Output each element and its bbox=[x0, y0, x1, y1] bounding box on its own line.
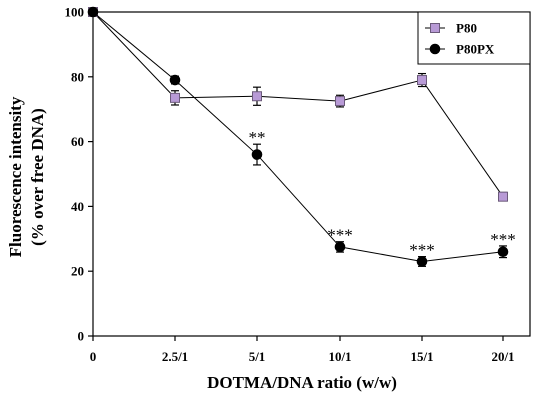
y-axis: 0 20 40 60 80 100 bbox=[65, 5, 93, 344]
legend-label-p80px: P80PX bbox=[456, 42, 495, 57]
y-axis-title-line-2: (% over free DNA) bbox=[28, 108, 47, 246]
legend: P80 P80PX bbox=[417, 11, 531, 65]
x-tick-label: 15/1 bbox=[410, 349, 433, 364]
data-point-p80 bbox=[335, 96, 345, 107]
y-tick-label: 100 bbox=[65, 5, 85, 20]
data-point-p80px bbox=[169, 74, 181, 86]
legend-marker-p80px bbox=[429, 43, 441, 55]
series-line-p80px bbox=[92, 11, 504, 262]
y-tick-label: 20 bbox=[71, 264, 84, 279]
data-point-p80px bbox=[416, 256, 428, 267]
data-point-p80px bbox=[334, 241, 346, 253]
y-tick-label: 0 bbox=[78, 329, 85, 344]
x-tick-label: 5/1 bbox=[249, 349, 266, 364]
series-layer bbox=[87, 6, 509, 267]
x-tick-label: 20/1 bbox=[491, 349, 514, 364]
plot-frame bbox=[92, 11, 531, 337]
legend-marker-p80 bbox=[430, 23, 440, 33]
x-axis: 0 2.5/1 5/1 10/1 15/1 20/1 bbox=[90, 336, 515, 364]
significance-marker: *** bbox=[327, 226, 353, 245]
y-axis-title-line-1: Fluorescence intensity bbox=[6, 96, 25, 257]
significance-marker: *** bbox=[409, 241, 435, 260]
x-tick-label: 2.5/1 bbox=[162, 349, 188, 364]
data-point-p80px bbox=[87, 6, 99, 18]
data-point-p80 bbox=[170, 92, 180, 103]
data-point-p80px bbox=[251, 149, 263, 160]
x-axis-title: DOTMA/DNA ratio (w/w) bbox=[207, 373, 397, 392]
series-p80px bbox=[87, 6, 509, 267]
significance-marker: ** bbox=[249, 128, 266, 147]
data-point-p80 bbox=[252, 91, 262, 102]
annotation-layer: *********** bbox=[249, 128, 516, 259]
y-tick-label: 40 bbox=[71, 199, 84, 214]
legend-label-p80: P80 bbox=[456, 21, 477, 36]
y-tick-label: 60 bbox=[71, 134, 84, 149]
data-point-p80 bbox=[498, 191, 508, 202]
x-tick-label: 0 bbox=[90, 349, 97, 364]
significance-marker: *** bbox=[490, 230, 516, 249]
y-tick-label: 80 bbox=[71, 69, 84, 84]
data-point-p80px bbox=[497, 246, 509, 258]
x-tick-label: 10/1 bbox=[328, 349, 351, 364]
series-line-p80 bbox=[92, 11, 504, 197]
plot-border bbox=[92, 11, 531, 337]
legend-box bbox=[417, 11, 531, 65]
data-point-p80 bbox=[417, 75, 427, 86]
